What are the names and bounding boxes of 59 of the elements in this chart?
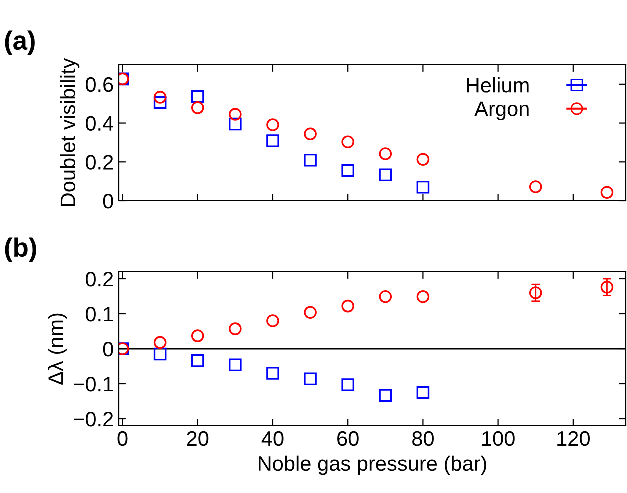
x-tick-label: 80 — [412, 431, 434, 446]
point — [379, 389, 392, 402]
point — [304, 128, 317, 141]
point — [191, 354, 204, 368]
point — [529, 286, 542, 300]
legend-label: Helium — [467, 78, 529, 93]
point — [154, 96, 167, 110]
chart-title: (b) — [5, 238, 36, 262]
point — [266, 118, 280, 132]
y-tick-label: 0.4 — [86, 116, 114, 132]
point — [379, 290, 392, 304]
point — [229, 108, 242, 121]
point — [342, 378, 354, 392]
point — [266, 134, 280, 148]
point — [229, 118, 242, 131]
point — [342, 164, 354, 178]
point — [416, 290, 430, 304]
x-axis-title: Noble gas pressure (bar) — [259, 456, 486, 476]
x-tick-label: 0 — [118, 431, 128, 446]
x-tick-label: 60 — [338, 431, 359, 446]
point — [600, 186, 614, 200]
point — [416, 153, 430, 166]
point — [304, 154, 317, 167]
point — [304, 372, 317, 386]
point — [416, 386, 430, 400]
point — [191, 90, 204, 104]
point — [529, 180, 542, 194]
y-tick-label: 0 — [103, 194, 114, 209]
point — [416, 181, 430, 194]
point — [191, 330, 204, 342]
point — [342, 136, 354, 149]
y-axis-title: Doublet visibility — [60, 58, 80, 206]
y-tick-label: 0.6 — [86, 77, 114, 92]
y-tick-label: 0.1 — [86, 307, 114, 322]
y-tick-label: −0.1 — [74, 377, 114, 392]
point — [266, 314, 280, 328]
y-axis-title: Δλ (nm) — [48, 314, 68, 385]
point — [229, 358, 242, 372]
x-tick-label: 20 — [187, 431, 209, 446]
y-tick-label: −0.2 — [74, 412, 114, 427]
point — [600, 281, 614, 294]
point — [154, 91, 167, 104]
y-tick-label: 0 — [103, 342, 114, 357]
point — [379, 168, 392, 182]
x-tick-label: 40 — [262, 431, 284, 446]
x-tick-label: 100 — [482, 431, 515, 446]
point — [154, 348, 167, 361]
point — [266, 367, 280, 380]
x-tick-label: 120 — [558, 431, 590, 446]
chart-title: (a) — [5, 30, 35, 56]
point — [342, 300, 354, 313]
point — [154, 336, 167, 350]
legend-label: Argon — [474, 102, 529, 121]
y-tick-label: 0.2 — [86, 155, 114, 170]
point — [191, 102, 204, 114]
point — [229, 322, 242, 336]
point — [304, 306, 317, 319]
point — [379, 148, 392, 160]
y-tick-label: 0.2 — [86, 272, 114, 287]
